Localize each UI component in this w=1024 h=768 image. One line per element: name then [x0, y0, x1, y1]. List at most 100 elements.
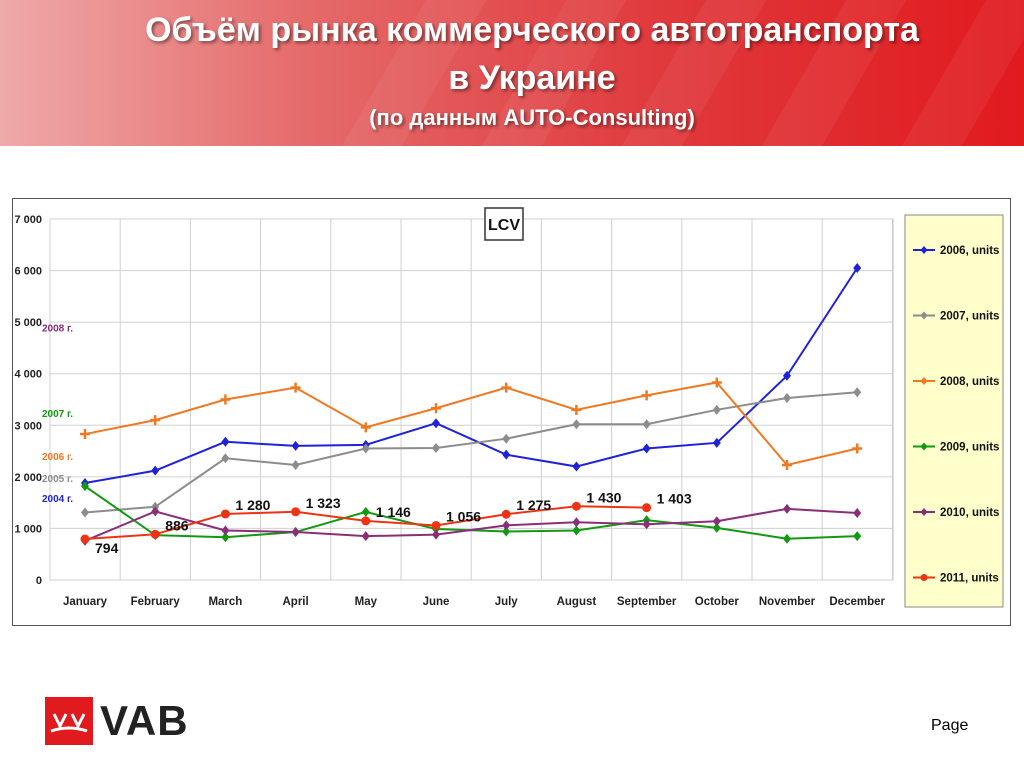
data-point — [571, 404, 582, 415]
x-tick-label: November — [759, 596, 816, 608]
series-line — [84, 507, 858, 542]
data-point — [220, 394, 231, 405]
data-label: 1 280 — [235, 497, 270, 513]
data-point — [221, 525, 230, 536]
data-point — [712, 516, 721, 527]
x-tick-label: July — [495, 596, 519, 608]
page-label: Page — [931, 717, 969, 734]
y-tick-label: 5 000 — [14, 317, 42, 329]
legend-label: 2009, units — [940, 442, 999, 454]
data-point — [150, 415, 161, 426]
legend-label: 2008, units — [940, 376, 999, 388]
data-point — [572, 461, 581, 472]
data-label: 886 — [165, 517, 189, 533]
data-point — [853, 387, 862, 398]
data-point — [572, 525, 581, 536]
data-label: 794 — [95, 540, 119, 556]
data-point — [431, 403, 441, 414]
data-label: 1 056 — [446, 509, 481, 525]
legend-label: 2010, units — [940, 507, 999, 519]
data-point — [641, 390, 652, 401]
chart-title: LCV — [488, 217, 520, 234]
x-tick-label: February — [131, 596, 181, 608]
legend-marker — [920, 574, 928, 581]
data-point — [782, 459, 792, 470]
series-line — [84, 381, 858, 467]
page-subtitle: (по данным AUTO-Consulting) — [369, 105, 695, 130]
data-point — [432, 418, 440, 429]
data-point — [502, 449, 511, 460]
data-point — [220, 509, 230, 519]
x-tick-label: December — [829, 596, 885, 608]
legend-marker — [920, 311, 928, 320]
data-point — [571, 501, 581, 511]
data-point — [783, 392, 791, 403]
data-point — [501, 382, 512, 393]
data-point — [291, 440, 300, 451]
side-year-label: 2005 г. — [42, 474, 73, 485]
x-tick-label: March — [208, 596, 242, 608]
data-point — [502, 520, 511, 531]
data-point — [572, 419, 581, 430]
data-point — [501, 509, 511, 519]
vab-logo-icon — [45, 697, 93, 745]
data-point — [221, 532, 230, 543]
data-point — [432, 529, 440, 540]
data-point — [711, 377, 722, 388]
data-point — [361, 443, 370, 454]
data-point — [642, 519, 651, 530]
data-point — [151, 465, 160, 476]
data-point — [291, 507, 301, 517]
data-point — [291, 459, 300, 470]
x-tick-label: August — [557, 596, 597, 608]
legend-marker — [920, 377, 928, 385]
data-point — [642, 503, 652, 513]
data-point — [712, 437, 721, 448]
legend-marker — [920, 508, 928, 516]
data-label: 1 323 — [306, 495, 341, 511]
y-tick-label: 1 000 — [14, 523, 42, 535]
side-year-label: 2006 г. — [42, 452, 73, 463]
y-tick-label: 2 000 — [14, 472, 42, 484]
series-line — [84, 267, 859, 485]
data-point — [853, 507, 862, 518]
data-point — [432, 442, 440, 453]
data-point — [572, 517, 581, 528]
page-title-line1: Объём рынка коммерческого автотранспорта — [145, 11, 919, 49]
side-year-label: 2007 г. — [42, 409, 73, 420]
data-point — [502, 526, 511, 537]
data-point — [361, 506, 370, 517]
legend-label: 2011, units — [940, 573, 999, 585]
data-label: 1 275 — [516, 497, 551, 513]
data-point — [291, 527, 300, 538]
data-point — [852, 443, 863, 454]
x-tick-label: January — [63, 596, 108, 608]
y-tick-label: 3 000 — [14, 420, 42, 432]
data-point — [81, 507, 89, 518]
header-banner — [0, 0, 1024, 146]
x-tick-label: June — [423, 596, 450, 608]
data-point — [360, 422, 371, 433]
data-point — [361, 516, 371, 526]
legend-label: 2007, units — [940, 311, 999, 323]
series-line — [84, 391, 858, 514]
data-point — [712, 404, 721, 415]
data-point — [150, 529, 160, 539]
data-point — [80, 429, 90, 440]
y-tick-label: 7 000 — [14, 214, 42, 226]
x-tick-label: May — [355, 596, 378, 608]
data-point — [290, 382, 301, 393]
data-point — [642, 419, 651, 430]
side-year-label: 2008 г. — [42, 323, 73, 334]
y-tick-label: 0 — [36, 575, 42, 587]
data-point — [502, 433, 511, 444]
data-point — [81, 481, 89, 492]
data-point — [783, 503, 791, 514]
logo-text: VAB — [100, 697, 189, 744]
data-point — [80, 534, 90, 544]
chart-title-box — [484, 207, 524, 241]
data-point — [221, 453, 230, 464]
legend-marker — [920, 246, 928, 254]
data-point — [783, 370, 791, 381]
